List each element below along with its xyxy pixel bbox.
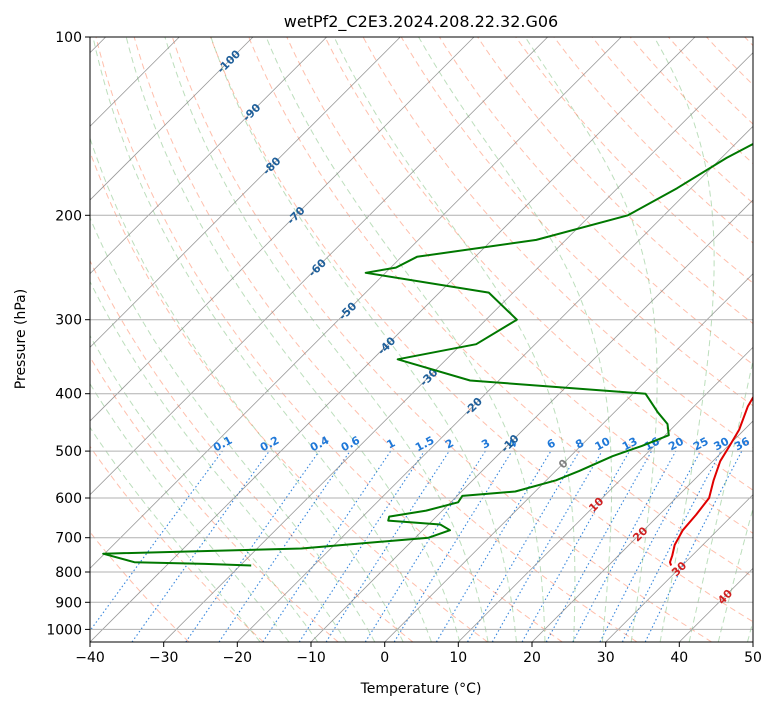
y-tick-label: 1000 — [46, 622, 82, 638]
x-tick-label: −10 — [296, 650, 326, 666]
y-tick-label: 100 — [55, 30, 82, 46]
x-tick-label: 50 — [744, 650, 762, 666]
x-tick-label: −30 — [149, 650, 179, 666]
x-tick-label: 40 — [670, 650, 688, 666]
y-tick-label: 600 — [55, 491, 82, 507]
y-tick-label: 700 — [55, 531, 82, 547]
x-tick-label: 30 — [597, 650, 615, 666]
chart-title: wetPf2_C2E3.2024.208.22.32.G06 — [284, 12, 558, 32]
y-tick-label: 200 — [55, 208, 82, 224]
y-tick-label: 900 — [55, 595, 82, 611]
y-tick-label: 500 — [55, 444, 82, 460]
y-axis-label: Pressure (hPa) — [13, 289, 29, 389]
x-tick-label: −40 — [75, 650, 105, 666]
y-tick-label: 300 — [55, 313, 82, 329]
x-tick-label: −20 — [223, 650, 253, 666]
x-tick-label: 10 — [449, 650, 467, 666]
x-axis-label: Temperature (°C) — [360, 681, 482, 697]
x-tick-label: 20 — [523, 650, 541, 666]
x-tick-label: 0 — [380, 650, 389, 666]
y-tick-label: 400 — [55, 387, 82, 403]
y-tick-label: 800 — [55, 565, 82, 581]
